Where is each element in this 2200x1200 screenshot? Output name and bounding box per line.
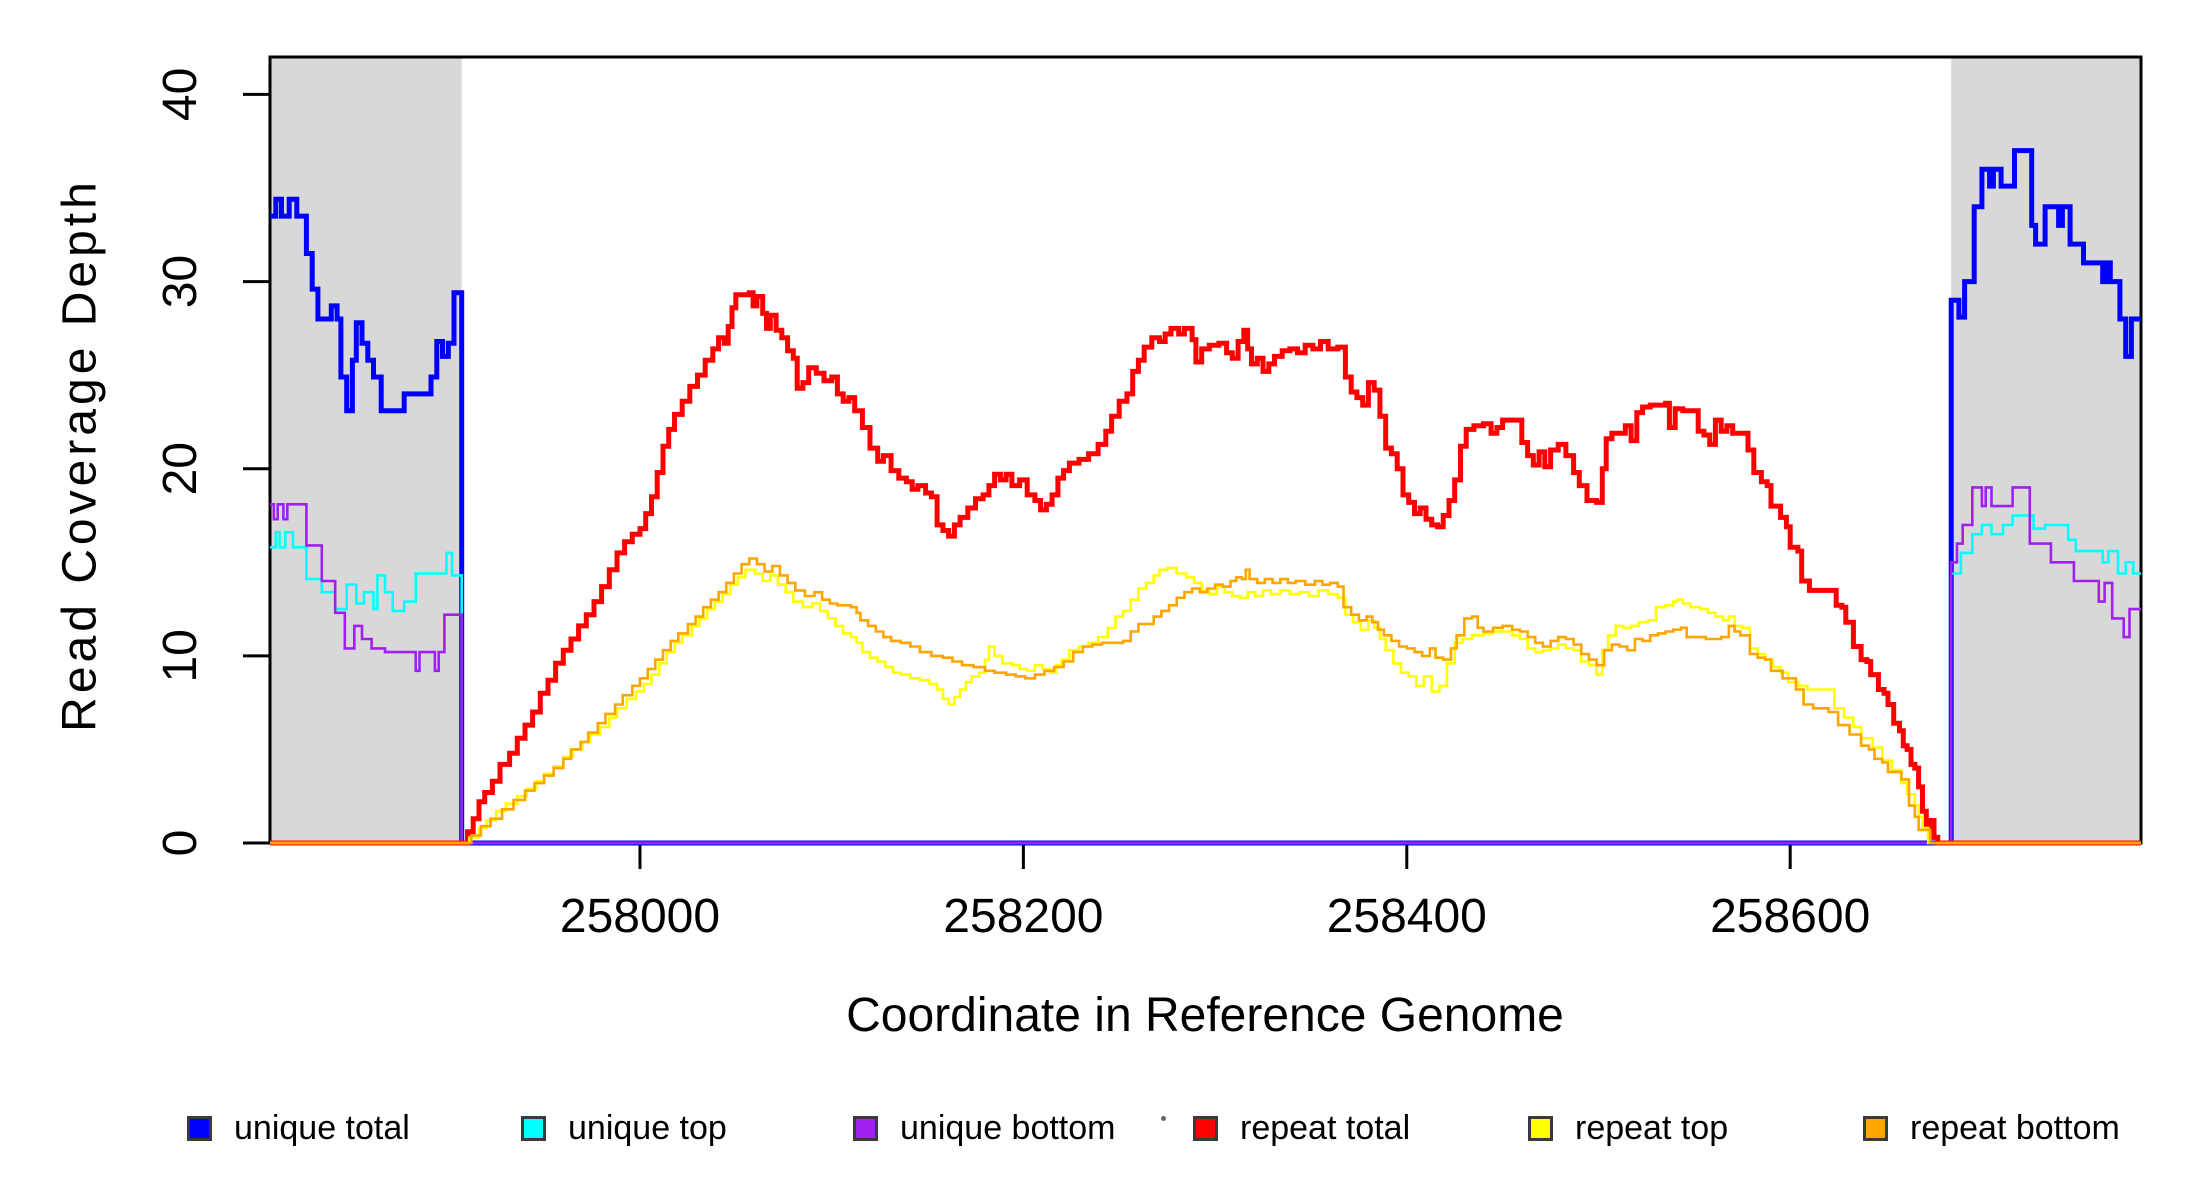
legend-swatch-icon (853, 1115, 878, 1141)
series-repeat-bottom (270, 557, 2141, 845)
y-axis-title: Read Coverage Depth (53, 178, 107, 732)
plot-border (268, 55, 2143, 845)
x-tick-label: 258200 (943, 890, 1103, 943)
legend-label: repeat top (1575, 1109, 1729, 1147)
legend-label: unique top (568, 1109, 727, 1147)
series-repeat-total (270, 290, 2141, 846)
series-unique-total (270, 148, 2141, 846)
legend-swatch-icon (521, 1115, 546, 1141)
legend-item-unique-total: unique total (187, 1109, 410, 1147)
series-unique-bottom (270, 486, 2141, 845)
legend-item-unique-bottom: unique bottom (853, 1109, 1116, 1147)
x-axis-title: Coordinate in Reference Genome (846, 989, 1564, 1042)
x-tick-label: 258400 (1327, 890, 1487, 943)
legend-item-repeat-top: repeat top (1528, 1109, 1729, 1147)
stray-dot (1161, 1116, 1166, 1121)
legend-label: unique bottom (900, 1109, 1116, 1147)
y-tick-label: 40 (154, 68, 207, 121)
legend-swatch-icon (1863, 1115, 1888, 1141)
chart-legend: unique total unique top unique bottom repea… (0, 1109, 2200, 1172)
series-repeat-top (270, 566, 2141, 845)
legend-item-repeat-total: repeat total (1193, 1109, 1411, 1147)
x-tick-label: 258000 (560, 890, 720, 943)
y-tick-label: 0 (154, 830, 207, 857)
legend-label: unique total (234, 1109, 410, 1147)
legend-label: repeat bottom (1910, 1109, 2120, 1147)
y-tick-label: 30 (154, 255, 207, 308)
y-tick-label: 20 (154, 442, 207, 495)
x-tick-label: 258600 (1710, 890, 1870, 943)
shaded-region-left (270, 57, 462, 843)
legend-item-repeat-bottom: repeat bottom (1863, 1109, 2120, 1147)
legend-label: repeat total (1240, 1109, 1411, 1147)
series-unique-top (270, 514, 2141, 845)
legend-item-unique-top: unique top (521, 1109, 727, 1147)
y-tick-label: 10 (154, 629, 207, 682)
legend-swatch-icon (1193, 1115, 1218, 1141)
legend-swatch-icon (1528, 1115, 1553, 1141)
legend-swatch-icon (187, 1115, 212, 1141)
